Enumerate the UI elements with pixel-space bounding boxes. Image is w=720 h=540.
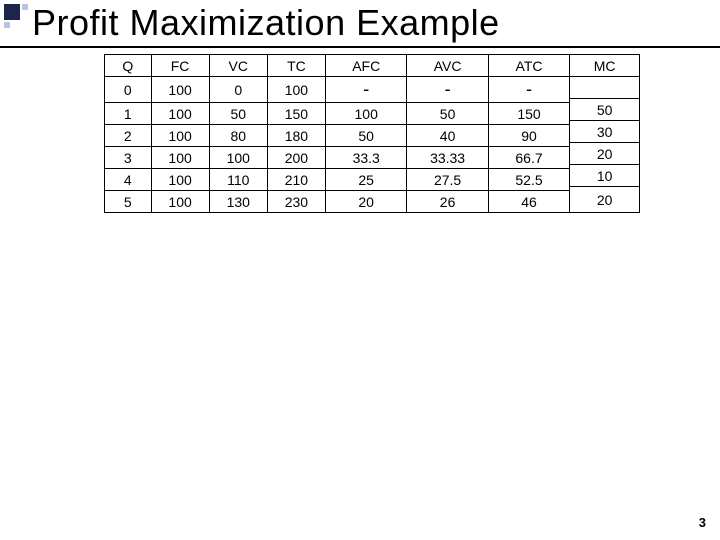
cell-avc: 50 (407, 103, 488, 125)
col-avc: AVC (407, 55, 488, 77)
table-header-row: Q FC VC TC AFC AVC ATC MC (105, 55, 640, 77)
col-afc: AFC (325, 55, 406, 77)
cell-avc: 33.33 (407, 147, 488, 169)
cell-q: 0 (105, 77, 152, 103)
page-title: Profit Maximization Example (0, 0, 720, 48)
cell-atc: - (488, 77, 569, 103)
cell-mc: 50 (570, 99, 640, 121)
cost-table: Q FC VC TC AFC AVC ATC MC 0 100 0 100 - … (104, 54, 640, 213)
cell-mc: 20 (570, 187, 640, 213)
cell-mc: 10 (570, 165, 640, 187)
table-row: 3 100 100 200 33.3 33.33 66.7 (105, 147, 640, 165)
table-row: 2 100 80 180 50 40 90 (105, 125, 640, 143)
table-row: 1 100 50 150 100 50 150 (105, 103, 640, 121)
cell-avc: 40 (407, 125, 488, 147)
col-tc: TC (267, 55, 325, 77)
cell-tc: 210 (267, 169, 325, 191)
cell-q: 1 (105, 103, 152, 125)
cell-vc: 80 (209, 125, 267, 147)
cell-atc: 46 (488, 191, 569, 213)
cell-q: 3 (105, 147, 152, 169)
cell-afc: 25 (325, 169, 406, 191)
cell-fc: 100 (151, 125, 209, 147)
col-q: Q (105, 55, 152, 77)
col-mc: MC (570, 55, 640, 77)
slide-number: 3 (699, 515, 706, 530)
cell-avc: - (407, 77, 488, 103)
cell-tc: 230 (267, 191, 325, 213)
cell-vc: 110 (209, 169, 267, 191)
cell-q: 2 (105, 125, 152, 147)
col-vc: VC (209, 55, 267, 77)
cell-vc: 0 (209, 77, 267, 103)
cell-tc: 180 (267, 125, 325, 147)
cell-fc: 100 (151, 147, 209, 169)
col-atc: ATC (488, 55, 569, 77)
cell-afc: - (325, 77, 406, 103)
cell-vc: 50 (209, 103, 267, 125)
cell-atc: 66.7 (488, 147, 569, 169)
cell-tc: 100 (267, 77, 325, 103)
cell-avc: 26 (407, 191, 488, 213)
cell-q: 4 (105, 169, 152, 191)
cell-vc: 100 (209, 147, 267, 169)
table-row: 5 100 130 230 20 26 46 (105, 191, 640, 213)
cell-vc: 130 (209, 191, 267, 213)
cell-afc: 20 (325, 191, 406, 213)
cell-atc: 150 (488, 103, 569, 125)
cell-mc-empty (570, 77, 640, 99)
cell-atc: 90 (488, 125, 569, 147)
cell-avc: 27.5 (407, 169, 488, 191)
cell-afc: 100 (325, 103, 406, 125)
col-fc: FC (151, 55, 209, 77)
cell-afc: 50 (325, 125, 406, 147)
cell-atc: 52.5 (488, 169, 569, 191)
table-row: 4 100 110 210 25 27.5 52.5 (105, 169, 640, 187)
cell-q: 5 (105, 191, 152, 213)
cell-tc: 200 (267, 147, 325, 169)
cell-fc: 100 (151, 103, 209, 125)
cell-mc: 20 (570, 143, 640, 165)
slide-decor (4, 4, 34, 34)
cell-mc: 30 (570, 121, 640, 143)
cell-tc: 150 (267, 103, 325, 125)
table-row: 0 100 0 100 - - - (105, 77, 640, 99)
cell-fc: 100 (151, 169, 209, 191)
cell-fc: 100 (151, 191, 209, 213)
cell-afc: 33.3 (325, 147, 406, 169)
cost-table-wrap: Q FC VC TC AFC AVC ATC MC 0 100 0 100 - … (0, 48, 720, 213)
cell-fc: 100 (151, 77, 209, 103)
